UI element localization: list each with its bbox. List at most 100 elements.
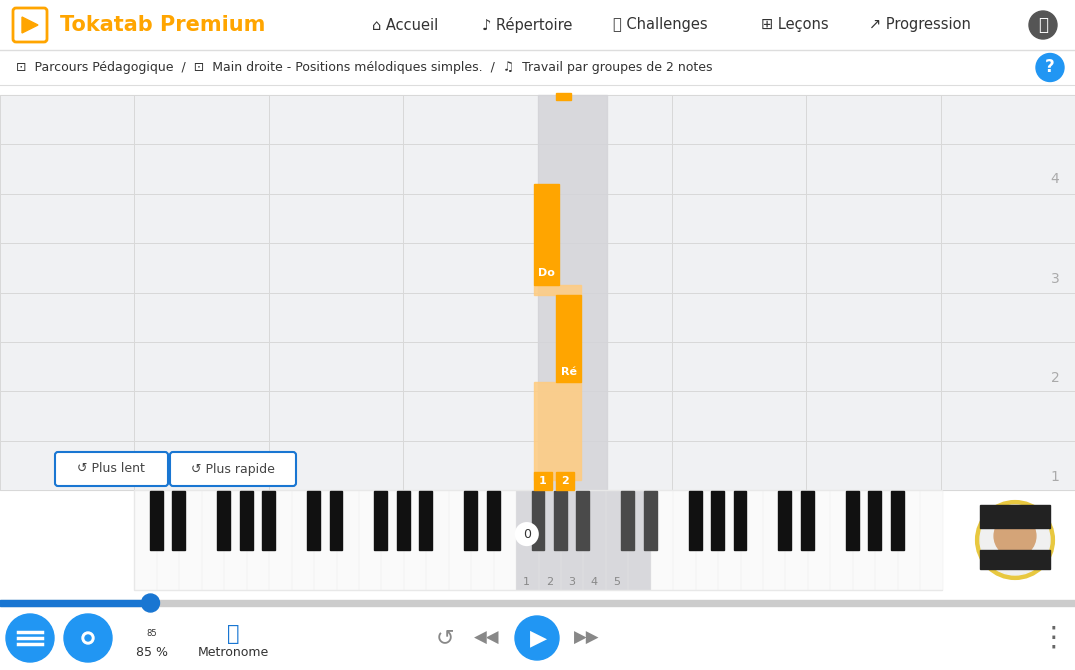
Bar: [561, 491, 583, 589]
Circle shape: [1029, 11, 1057, 39]
Bar: [336, 491, 358, 589]
Bar: [538, 95, 607, 490]
Bar: [696, 491, 717, 589]
Text: 👤: 👤: [1038, 16, 1048, 34]
Bar: [534, 285, 580, 295]
Text: 85: 85: [146, 630, 157, 639]
Bar: [556, 295, 580, 382]
Bar: [532, 491, 544, 550]
Text: ▶: ▶: [530, 628, 547, 648]
Circle shape: [138, 620, 166, 648]
Bar: [534, 184, 559, 285]
Bar: [471, 491, 492, 589]
Bar: [673, 491, 694, 589]
Bar: [898, 491, 919, 589]
Bar: [427, 491, 447, 589]
Text: Ré: Ré: [560, 367, 576, 377]
Bar: [516, 491, 538, 589]
Text: 1: 1: [1050, 470, 1060, 484]
Bar: [621, 491, 634, 550]
Bar: [628, 491, 649, 589]
Bar: [0, 606, 1075, 670]
Text: Metronome: Metronome: [198, 645, 269, 659]
Bar: [712, 491, 723, 550]
Circle shape: [142, 594, 159, 612]
Bar: [247, 491, 268, 589]
Bar: [830, 491, 851, 589]
Bar: [846, 491, 859, 550]
Text: 2: 2: [561, 476, 569, 486]
Bar: [262, 491, 275, 550]
Bar: [157, 491, 178, 589]
Bar: [606, 491, 628, 589]
Bar: [576, 491, 589, 550]
Bar: [778, 491, 791, 550]
Text: ⌂ Accueil: ⌂ Accueil: [372, 17, 439, 33]
FancyBboxPatch shape: [170, 452, 296, 486]
FancyBboxPatch shape: [13, 8, 47, 42]
Bar: [448, 491, 470, 589]
Bar: [404, 491, 426, 589]
Bar: [374, 491, 387, 550]
Bar: [151, 491, 162, 550]
Circle shape: [85, 635, 91, 641]
Bar: [180, 491, 201, 589]
Text: ▶▶: ▶▶: [574, 629, 600, 647]
Bar: [807, 491, 829, 589]
Text: 1: 1: [524, 577, 530, 587]
Text: ?: ?: [1045, 58, 1055, 76]
Text: 2: 2: [1050, 371, 1059, 385]
Circle shape: [515, 616, 559, 660]
Text: 5: 5: [613, 577, 620, 587]
Bar: [307, 491, 320, 550]
Bar: [554, 491, 567, 550]
FancyBboxPatch shape: [55, 452, 168, 486]
Text: ↺: ↺: [435, 628, 455, 648]
Text: 2: 2: [546, 577, 553, 587]
Text: ↺ Plus rapide: ↺ Plus rapide: [191, 462, 275, 476]
Bar: [556, 472, 574, 490]
Circle shape: [980, 505, 1050, 575]
Bar: [534, 472, 551, 490]
Circle shape: [1036, 54, 1064, 82]
Text: 🏆 Challenges: 🏆 Challenges: [613, 17, 707, 33]
Bar: [217, 491, 230, 550]
Text: Tokatab Premium: Tokatab Premium: [60, 15, 266, 35]
Bar: [330, 491, 343, 550]
Text: ⊡  Parcours Pédagogique  /  ⊡  Main droite - Positions mélodiques simples.  /  ♫: ⊡ Parcours Pédagogique / ⊡ Main droite -…: [8, 61, 713, 74]
Text: Do: Do: [539, 268, 555, 278]
Text: 4: 4: [1050, 172, 1059, 186]
Bar: [852, 491, 874, 589]
Bar: [741, 491, 762, 589]
Text: ↺ Plus lent: ↺ Plus lent: [77, 462, 145, 476]
Text: ↗ Progression: ↗ Progression: [869, 17, 971, 33]
Bar: [584, 491, 605, 589]
Bar: [314, 491, 335, 589]
Bar: [0, 50, 1075, 85]
Text: 85 %: 85 %: [137, 645, 168, 659]
Bar: [644, 491, 657, 550]
Bar: [382, 491, 403, 589]
Text: 🎵: 🎵: [227, 624, 240, 644]
Circle shape: [977, 502, 1054, 578]
Text: ♪ Répertoire: ♪ Répertoire: [482, 17, 572, 33]
Bar: [225, 491, 246, 589]
Text: ⊞ Leçons: ⊞ Leçons: [761, 17, 829, 33]
Bar: [801, 491, 814, 550]
Bar: [464, 491, 477, 550]
Bar: [172, 491, 185, 550]
Bar: [556, 93, 571, 100]
Bar: [240, 491, 253, 550]
Text: ⋮: ⋮: [1040, 624, 1066, 652]
Bar: [980, 550, 1050, 569]
Bar: [0, 600, 1075, 606]
Bar: [487, 491, 500, 550]
Bar: [650, 491, 672, 589]
Circle shape: [516, 523, 538, 545]
Bar: [0, 600, 151, 606]
Bar: [202, 491, 224, 589]
Text: 1: 1: [540, 476, 547, 486]
Bar: [0, 0, 1075, 50]
Circle shape: [6, 614, 54, 662]
Bar: [534, 382, 580, 480]
